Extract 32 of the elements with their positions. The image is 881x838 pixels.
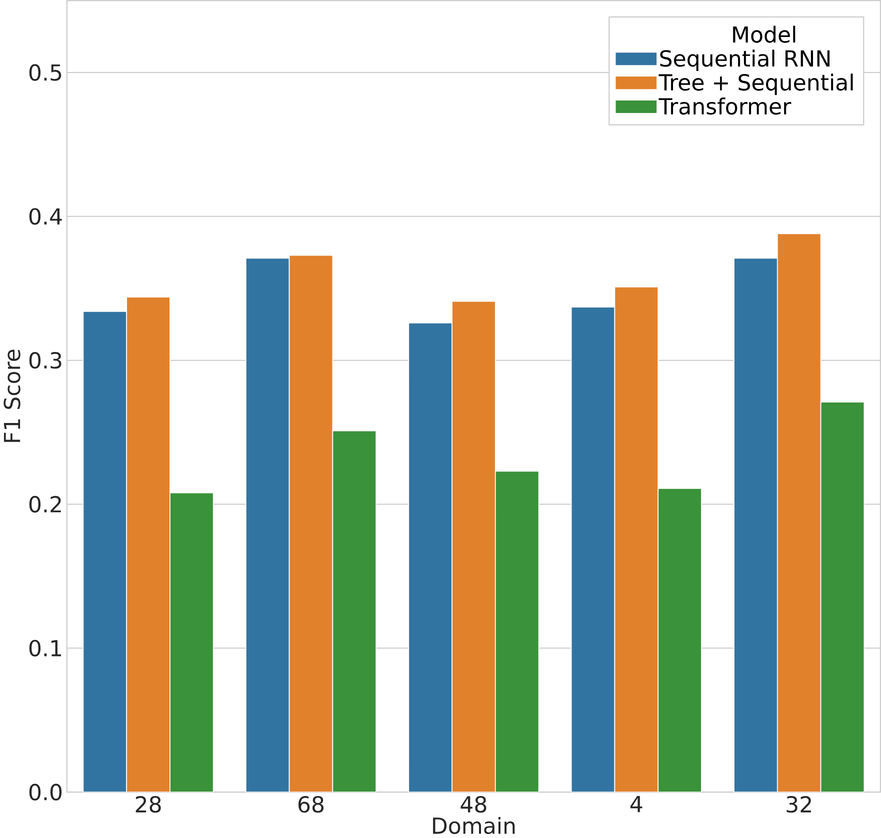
bar xyxy=(170,492,214,792)
bar xyxy=(452,301,496,792)
legend-label: Sequential RNN xyxy=(660,50,830,72)
bar xyxy=(820,402,865,792)
y-tick-label: 0.0 xyxy=(29,784,62,801)
bar xyxy=(495,471,539,792)
x-axis-title: Domain xyxy=(433,817,515,834)
bar xyxy=(126,297,170,792)
y-tick-label: 0.1 xyxy=(29,640,61,657)
x-tick-label: 32 xyxy=(786,796,811,813)
bar xyxy=(614,287,658,792)
bar xyxy=(658,488,702,792)
bar xyxy=(734,258,778,792)
bar xyxy=(246,258,290,792)
legend-label: Transformer xyxy=(658,98,792,115)
legend-title: Model xyxy=(733,26,796,43)
bar xyxy=(332,431,376,792)
y-axis-title: F1 Score xyxy=(4,350,20,442)
bar xyxy=(776,233,822,792)
y-tick-label: 0.2 xyxy=(29,496,61,513)
x-tick-label: 28 xyxy=(136,796,161,813)
x-tick-label: 68 xyxy=(298,796,324,813)
bar xyxy=(83,312,127,792)
bar xyxy=(289,255,333,792)
legend-label: Tree + Sequential xyxy=(658,74,853,96)
x-tick-label: 48 xyxy=(460,796,486,813)
y-tick-label: 0.3 xyxy=(29,352,62,369)
y-tick-label: 0.5 xyxy=(29,64,62,81)
y-tick-label: 0.4 xyxy=(29,208,62,225)
bar xyxy=(571,307,615,792)
bar xyxy=(408,323,452,792)
x-tick-label: 4 xyxy=(630,796,642,812)
